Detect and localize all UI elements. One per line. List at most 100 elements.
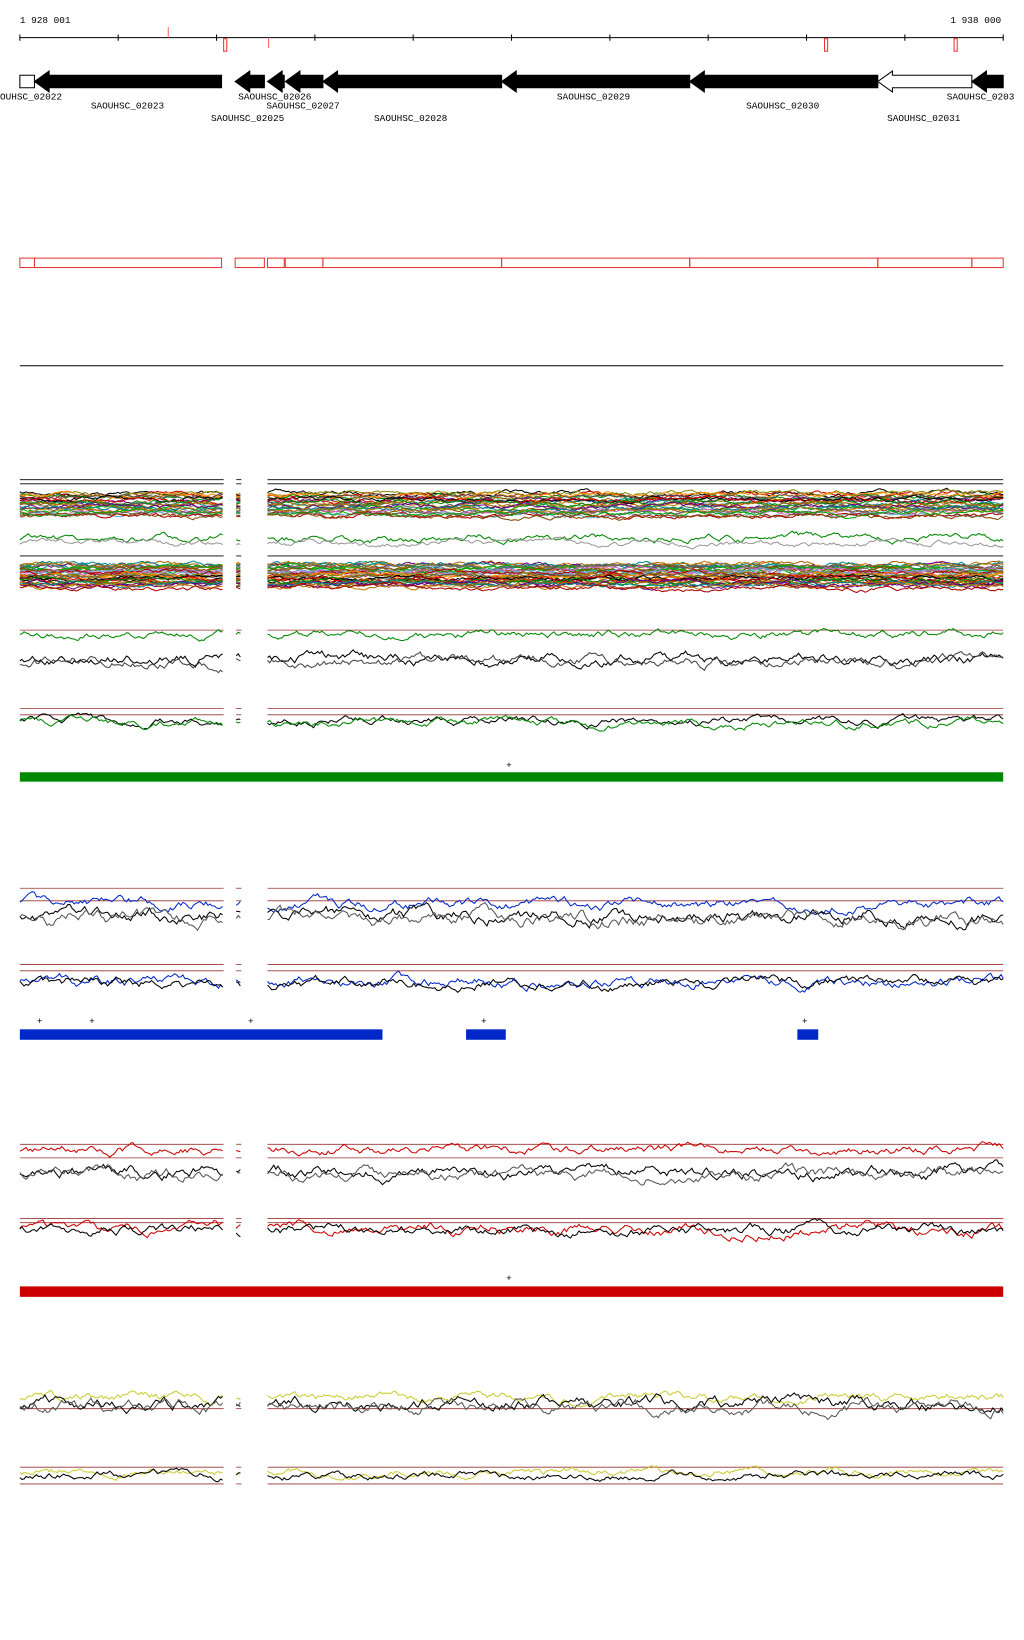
signal-line bbox=[19, 653, 223, 668]
signal-line bbox=[235, 586, 241, 590]
plus-mark: + bbox=[37, 1016, 43, 1027]
gene-label: SAOUHSC_02030 bbox=[746, 101, 820, 112]
signal-line bbox=[236, 495, 241, 498]
gene-box bbox=[971, 257, 1004, 269]
browser-content: 1 928 001 1 938 000 OUHSC_02022 SAOUHSC_0… bbox=[0, 15, 1015, 1485]
gene-arrow bbox=[688, 70, 879, 93]
signal-line bbox=[267, 508, 1004, 520]
signal-line bbox=[236, 562, 241, 565]
signal-line bbox=[267, 564, 1004, 575]
signal-line bbox=[19, 712, 223, 730]
signal-line bbox=[236, 509, 241, 513]
signal-line bbox=[235, 1232, 241, 1238]
signal-line bbox=[267, 1140, 1004, 1157]
signal-line bbox=[267, 578, 1004, 589]
gene-box bbox=[689, 257, 879, 269]
plus-mark: + bbox=[506, 760, 512, 771]
gene-arrow bbox=[322, 70, 503, 93]
signal-line bbox=[19, 560, 223, 568]
ruler-start: 1 928 001 bbox=[20, 15, 71, 26]
signal-line bbox=[19, 496, 223, 505]
signal-line bbox=[235, 543, 241, 546]
gene-label: SAOUHSC_02031 bbox=[887, 113, 961, 124]
plus-mark: + bbox=[481, 1016, 487, 1027]
signal-line bbox=[19, 1141, 223, 1158]
signal-line bbox=[19, 567, 223, 574]
signal-line bbox=[267, 511, 1004, 521]
signal-line bbox=[235, 981, 241, 987]
signal-line bbox=[19, 972, 223, 989]
gene-box bbox=[33, 257, 223, 269]
ruler-mark bbox=[223, 38, 228, 52]
signal-line bbox=[267, 893, 1004, 917]
plus-mark: + bbox=[248, 1016, 254, 1027]
signal-line bbox=[235, 506, 241, 510]
gene-box bbox=[877, 257, 973, 269]
signal-line bbox=[267, 562, 1004, 573]
signal-line bbox=[267, 1162, 1004, 1186]
signal-line bbox=[267, 568, 1004, 579]
gene-arrow bbox=[284, 70, 324, 93]
feature-bar bbox=[466, 1029, 506, 1040]
gene-box bbox=[266, 257, 285, 269]
signal-line bbox=[267, 714, 1004, 732]
signal-line bbox=[267, 493, 1004, 503]
signal-line bbox=[236, 581, 241, 585]
signal-line bbox=[19, 494, 223, 503]
signal-line bbox=[19, 907, 223, 932]
signal-line bbox=[267, 489, 1004, 498]
signal-line bbox=[19, 1163, 223, 1182]
signal-line bbox=[236, 910, 241, 913]
gene-arrow bbox=[234, 70, 265, 93]
signal-line bbox=[19, 512, 223, 521]
gene-box bbox=[284, 257, 324, 269]
signal-line bbox=[235, 1402, 241, 1407]
gene-label: SAOUHSC_02023 bbox=[91, 101, 165, 112]
signal-line bbox=[267, 1396, 1004, 1421]
signal-line bbox=[19, 891, 223, 913]
gene-label: SAOUHSC_02025 bbox=[211, 113, 285, 124]
feature-bar bbox=[19, 772, 1004, 782]
signal-line bbox=[19, 1397, 223, 1416]
signal-line bbox=[267, 712, 1004, 730]
signal-line bbox=[267, 1469, 1004, 1483]
signal-line bbox=[267, 505, 1004, 516]
signal-line bbox=[235, 499, 241, 501]
signal-line bbox=[235, 570, 241, 574]
signal-line bbox=[236, 567, 241, 570]
gene-label: SAOUHSC_02028 bbox=[374, 113, 448, 124]
signal-line bbox=[267, 902, 1004, 931]
signal-line bbox=[236, 512, 241, 515]
signal-line bbox=[19, 1389, 223, 1407]
signal-line bbox=[19, 629, 223, 642]
signal-line bbox=[236, 579, 241, 582]
signal-line bbox=[19, 655, 223, 674]
signal-line bbox=[19, 537, 223, 547]
signal-line bbox=[19, 510, 223, 518]
ruler-mark bbox=[823, 38, 829, 52]
signal-line bbox=[19, 502, 223, 510]
signal-line bbox=[19, 571, 223, 580]
signal-line bbox=[267, 579, 1004, 591]
gene-box bbox=[234, 257, 265, 269]
signal-line bbox=[235, 502, 241, 505]
signal-line bbox=[19, 1219, 223, 1239]
plus-mark: + bbox=[89, 1016, 95, 1027]
signal-line bbox=[235, 901, 241, 906]
gene-arrow bbox=[19, 74, 36, 89]
gene-arrow bbox=[500, 70, 691, 93]
signal-line bbox=[236, 492, 241, 495]
signal-line bbox=[235, 1224, 241, 1229]
signal-line bbox=[19, 903, 223, 925]
signal-line bbox=[19, 975, 223, 990]
signal-line bbox=[235, 577, 241, 582]
gene-box bbox=[501, 257, 691, 269]
signal-line bbox=[19, 714, 223, 731]
signal-line bbox=[267, 650, 1004, 672]
gene-arrow bbox=[970, 70, 1004, 93]
signal-line bbox=[267, 649, 1004, 670]
signal-line bbox=[19, 564, 223, 572]
gene-box bbox=[322, 257, 503, 269]
plus-mark: + bbox=[802, 1016, 808, 1027]
feature-bar bbox=[797, 1029, 819, 1040]
